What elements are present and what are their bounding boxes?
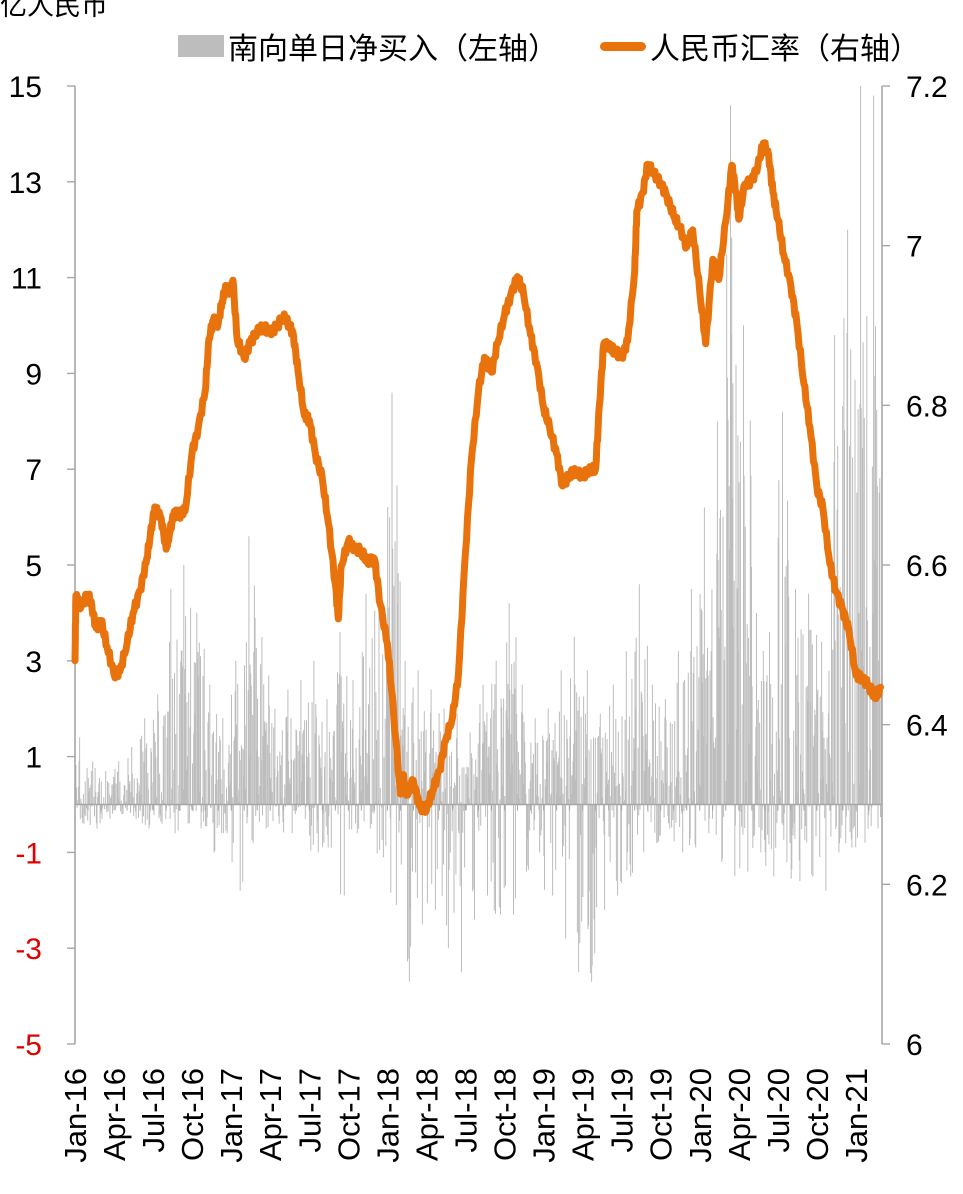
legend-line-swatch — [600, 41, 646, 51]
left-tick-label: 13 — [9, 167, 42, 200]
x-tick-label: Jan-18 — [370, 1068, 405, 1163]
right-tick-label: 6.4 — [906, 710, 948, 743]
x-tick-label: Oct-17 — [331, 1068, 366, 1161]
left-tick-label: -5 — [15, 1029, 42, 1062]
x-tick-label: Jan-16 — [58, 1068, 93, 1163]
x-tick-label: Apr-17 — [253, 1068, 288, 1161]
left-axis-unit: 亿人民币 — [0, 0, 108, 22]
x-tick-label: Jul-18 — [449, 1068, 484, 1152]
left-tick-label: 3 — [25, 646, 42, 679]
right-tick-label: 7 — [906, 231, 923, 264]
legend-item-fx-rate: 人民币汇率（右轴） — [600, 24, 920, 68]
x-tick-label: Oct-18 — [488, 1068, 523, 1161]
x-tick-label: Oct-19 — [644, 1068, 679, 1161]
fx-rate-line-group — [71, 139, 884, 816]
right-tick-label: 6.8 — [906, 390, 948, 423]
right-tick-label: 6.2 — [906, 869, 948, 902]
x-tick-label: Apr-20 — [722, 1068, 757, 1161]
right-tick-label: 6.6 — [906, 550, 948, 583]
x-tick-label: Jan-21 — [839, 1068, 874, 1163]
right-tick-label: 7.2 — [906, 71, 948, 104]
x-tick-label: Apr-18 — [409, 1068, 444, 1161]
left-tick-label: 5 — [25, 550, 42, 583]
x-tick-label: Jul-19 — [605, 1068, 640, 1152]
legend-bar-swatch — [178, 35, 224, 57]
x-tick-label: Jul-16 — [136, 1068, 171, 1152]
fx-rate-line — [71, 139, 884, 816]
x-tick-label: Oct-20 — [800, 1068, 835, 1161]
left-tick-label: 15 — [9, 71, 42, 104]
x-tick-label: Jan-20 — [683, 1068, 718, 1163]
x-tick-label: Oct-16 — [175, 1068, 210, 1161]
x-tick-label: Jul-17 — [292, 1068, 327, 1152]
x-tick-label: Apr-19 — [566, 1068, 601, 1161]
chart-axes — [67, 85, 890, 1045]
x-tick-label: Jul-20 — [761, 1068, 796, 1152]
left-tick-label: -3 — [15, 933, 42, 966]
left-tick-label: 1 — [25, 742, 42, 775]
tick-labels: 15 13 11 9 7 5 3 1 -1 -3 -5 7.2 7 6.8 6.6 6.4 6.2 6 Jan-16… — [9, 71, 948, 1163]
left-tick-label: 11 — [11, 263, 42, 296]
left-tick-label: 9 — [25, 358, 42, 391]
x-tick-label: Jan-19 — [527, 1068, 562, 1163]
x-tick-label: Jan-17 — [214, 1068, 249, 1163]
net-buy-bars — [75, 86, 883, 982]
left-tick-label: 7 — [25, 454, 42, 487]
legend-item-net-buy: 南向单日净买入（左轴） — [178, 24, 558, 68]
x-tick-label: Apr-16 — [97, 1068, 132, 1161]
legend-label-net-buy: 南向单日净买入（左轴） — [228, 32, 558, 67]
left-tick-label: -1 — [15, 837, 42, 870]
right-tick-label: 6 — [906, 1029, 923, 1062]
legend-label-fx-rate: 人民币汇率（右轴） — [650, 32, 920, 67]
